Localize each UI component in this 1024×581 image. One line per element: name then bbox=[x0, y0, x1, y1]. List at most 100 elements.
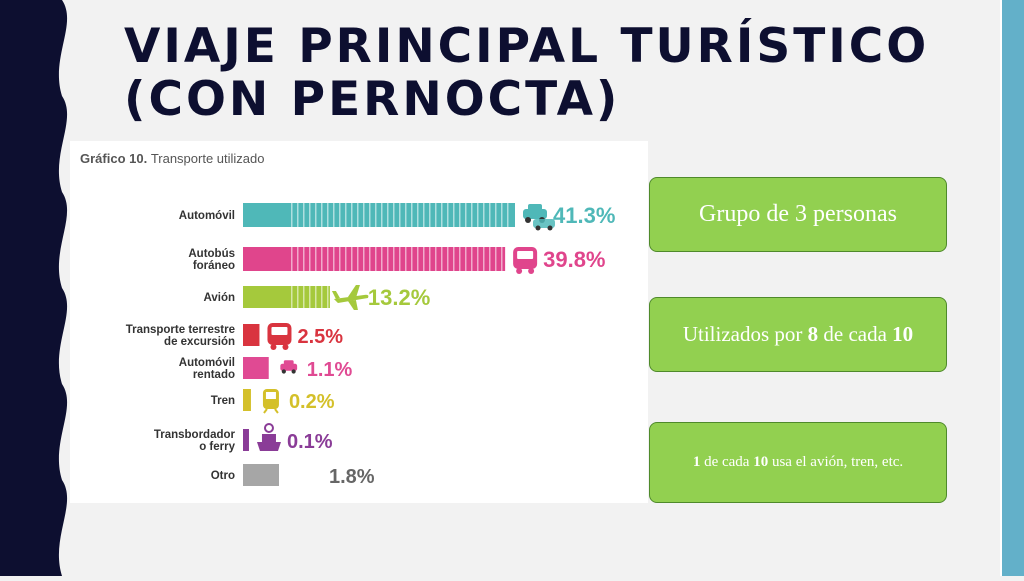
callout-text-part: Utilizados por bbox=[682, 322, 808, 346]
bar-stripe bbox=[351, 247, 353, 271]
bar-stripe bbox=[327, 203, 329, 227]
bar-stripe bbox=[339, 203, 341, 227]
category-label: Transporte terrestre bbox=[126, 324, 235, 336]
right-accent-band bbox=[1000, 0, 1024, 576]
bar-stripe bbox=[399, 203, 401, 227]
bar bbox=[243, 247, 506, 271]
callout-group-size: Grupo de 3 personas bbox=[649, 177, 947, 252]
bar-stripe bbox=[495, 247, 497, 271]
callout-text: Utilizados por 8 de cada 10 bbox=[683, 321, 913, 348]
category-label: Tren bbox=[211, 395, 235, 407]
bar-stripe bbox=[381, 247, 383, 271]
bar-stripe bbox=[315, 247, 317, 271]
value-label: 2.5% bbox=[297, 326, 343, 348]
bar bbox=[243, 389, 251, 411]
bar-stripe bbox=[345, 247, 347, 271]
bar-stripe bbox=[315, 286, 317, 308]
callout-emphasis: 10 bbox=[753, 454, 769, 470]
chart-title-text: Transporte utilizado bbox=[151, 151, 265, 166]
bar-stripe bbox=[333, 247, 335, 271]
bar-stripe bbox=[339, 247, 341, 271]
bar-stripe bbox=[399, 247, 401, 271]
bar-stripe bbox=[477, 247, 479, 271]
bar bbox=[243, 286, 330, 308]
bar-stripe bbox=[375, 247, 377, 271]
bar-stripe bbox=[411, 203, 413, 227]
bar-stripe bbox=[477, 203, 479, 227]
bar-stripe bbox=[435, 247, 437, 271]
value-label: 0.2% bbox=[289, 391, 335, 413]
bar-stripe bbox=[387, 203, 389, 227]
ferry-icon bbox=[256, 423, 281, 451]
bar-stripe bbox=[471, 203, 473, 227]
bar bbox=[243, 203, 515, 227]
bar-stripe bbox=[417, 247, 419, 271]
category-label: rentado bbox=[193, 369, 235, 381]
bar bbox=[243, 324, 260, 346]
bar-stripe bbox=[423, 203, 425, 227]
category-label: Autobús bbox=[188, 248, 235, 260]
category-label: Transbordador bbox=[154, 429, 236, 441]
bar-stripe bbox=[405, 247, 407, 271]
bar bbox=[243, 429, 249, 451]
category-label: foráneo bbox=[193, 260, 235, 272]
bar-stripe bbox=[387, 247, 389, 271]
bar-stripe bbox=[489, 247, 491, 271]
value-label: 39.8% bbox=[543, 247, 605, 272]
bar-stripe bbox=[453, 203, 455, 227]
bar-stripe bbox=[315, 203, 317, 227]
bar bbox=[243, 357, 269, 379]
bar-stripe bbox=[483, 203, 485, 227]
bar-stripe bbox=[309, 203, 311, 227]
car-icon bbox=[523, 204, 555, 231]
bar-stripe bbox=[369, 247, 371, 271]
rental-car-icon bbox=[280, 360, 298, 374]
value-label: 13.2% bbox=[368, 285, 430, 310]
bar-stripe bbox=[471, 247, 473, 271]
bar-stripe bbox=[495, 203, 497, 227]
bar-stripe bbox=[321, 286, 323, 308]
bar-stripe bbox=[441, 203, 443, 227]
bar-stripe bbox=[321, 203, 323, 227]
bar-stripe bbox=[453, 247, 455, 271]
callout-text: Grupo de 3 personas bbox=[699, 201, 897, 228]
bar-stripe bbox=[363, 203, 365, 227]
bar-stripe bbox=[483, 247, 485, 271]
bar-stripe bbox=[327, 247, 329, 271]
bar-stripe bbox=[507, 203, 509, 227]
bar-stripe bbox=[501, 203, 503, 227]
bar-stripe bbox=[357, 203, 359, 227]
callout-other-transport: 1 de cada 10 usa el avión, tren, etc. bbox=[649, 422, 947, 503]
bar-stripe bbox=[459, 247, 461, 271]
chart-title: Gráfico 10. Transporte utilizado bbox=[80, 151, 265, 166]
bar-stripe bbox=[327, 286, 329, 308]
left-decorative-band bbox=[0, 0, 80, 576]
callout-emphasis: 8 bbox=[807, 322, 819, 346]
bar-stripe bbox=[501, 247, 503, 271]
bar-stripe bbox=[291, 247, 293, 271]
bar-stripe bbox=[309, 286, 311, 308]
chart-title-prefix: Gráfico 10. bbox=[80, 151, 151, 166]
bar-stripe bbox=[375, 203, 377, 227]
bar-stripe bbox=[447, 247, 449, 271]
category-label: o ferry bbox=[199, 441, 235, 453]
airplane-icon bbox=[331, 285, 369, 310]
category-label: Avión bbox=[203, 292, 235, 304]
bar-stripe bbox=[297, 247, 299, 271]
slide-title: VIAJE PRINCIPAL TURÍSTICO (CON PERNOCTA) bbox=[124, 19, 930, 127]
value-label: 1.8% bbox=[329, 466, 375, 488]
bar-stripe bbox=[351, 203, 353, 227]
bar-stripe bbox=[291, 203, 293, 227]
callout-car-usage: Utilizados por 8 de cada 10 bbox=[649, 297, 947, 372]
bar-stripe bbox=[429, 203, 431, 227]
tour-bus-icon bbox=[267, 323, 292, 350]
chart-panel: Gráfico 10. Transporte utilizado Automóvi… bbox=[70, 141, 648, 503]
category-label: Automóvil bbox=[179, 210, 235, 222]
train-icon bbox=[262, 389, 279, 414]
bar-stripe bbox=[393, 203, 395, 227]
value-label: 0.1% bbox=[287, 431, 333, 453]
bar-stripe bbox=[303, 247, 305, 271]
bus-icon bbox=[513, 247, 538, 274]
bar-stripe bbox=[357, 247, 359, 271]
value-label: 1.1% bbox=[307, 359, 353, 381]
